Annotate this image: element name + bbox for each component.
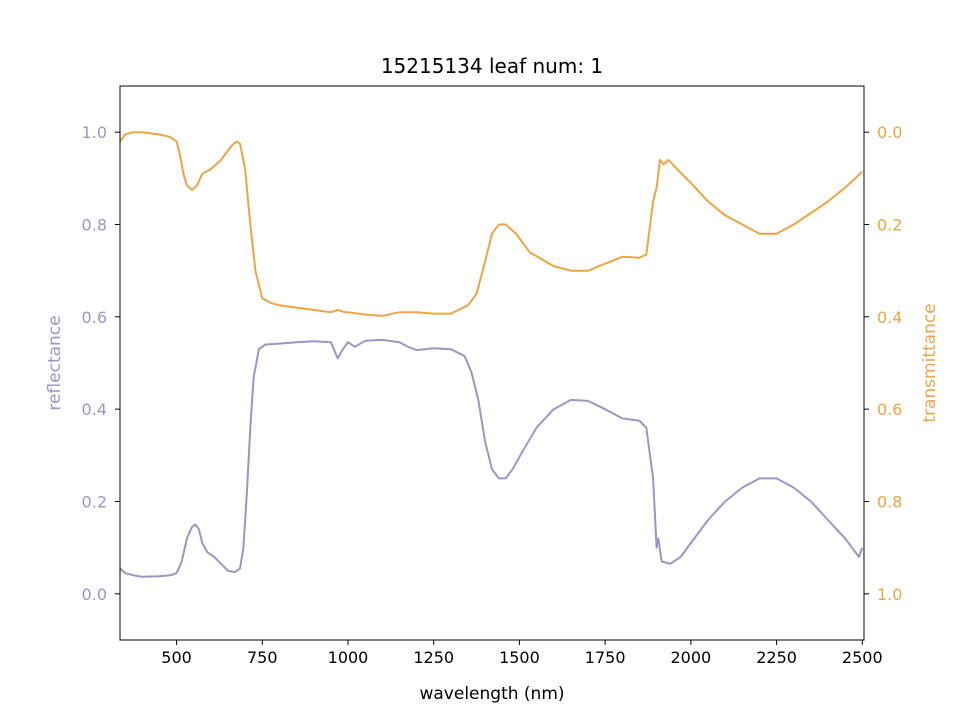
y-axis-right: 0.0 0.2 0.4 0.6 0.8 1.0 bbox=[864, 123, 902, 604]
y-right-tick-label: 0.4 bbox=[877, 308, 902, 327]
y-axis-left: 0.0 0.2 0.4 0.6 0.8 1.0 bbox=[82, 123, 120, 604]
y-left-tick-label: 0.2 bbox=[82, 493, 107, 512]
y-axis-left-label: reflectance bbox=[45, 315, 65, 410]
reflectance-line bbox=[119, 338, 864, 578]
chart-title: 15215134 leaf num: 1 bbox=[381, 54, 603, 78]
x-tick-label: 2250 bbox=[756, 648, 797, 667]
series-layer bbox=[119, 131, 864, 578]
x-axis: 500 750 1000 1250 1500 1750 2000 2250 2500 bbox=[161, 640, 883, 667]
x-tick-label: 1000 bbox=[328, 648, 369, 667]
x-tick-label: 2000 bbox=[670, 648, 711, 667]
y-right-tick-label: 0.0 bbox=[877, 123, 902, 142]
y-left-tick-label: 0.4 bbox=[82, 400, 107, 419]
y-right-tick-label: 0.2 bbox=[877, 216, 902, 235]
transmittance-line bbox=[119, 131, 864, 317]
y-left-tick-label: 0.0 bbox=[82, 585, 107, 604]
x-tick-label: 500 bbox=[161, 648, 192, 667]
y-left-tick-label: 0.8 bbox=[82, 216, 107, 235]
plot-frame bbox=[119, 85, 865, 641]
y-right-tick-label: 0.6 bbox=[877, 400, 902, 419]
y-left-tick-label: 1.0 bbox=[82, 123, 107, 142]
y-left-tick-label: 0.6 bbox=[82, 308, 107, 327]
x-tick-label: 1250 bbox=[413, 648, 454, 667]
y-right-tick-label: 1.0 bbox=[877, 585, 902, 604]
x-axis-label: wavelength (nm) bbox=[419, 684, 564, 704]
x-tick-label: 750 bbox=[247, 648, 278, 667]
x-tick-label: 1750 bbox=[585, 648, 626, 667]
y-right-tick-label: 0.8 bbox=[877, 493, 902, 512]
y-axis-right-label: transmittance bbox=[920, 303, 940, 422]
x-tick-label: 1500 bbox=[499, 648, 540, 667]
x-tick-label: 2500 bbox=[842, 648, 883, 667]
